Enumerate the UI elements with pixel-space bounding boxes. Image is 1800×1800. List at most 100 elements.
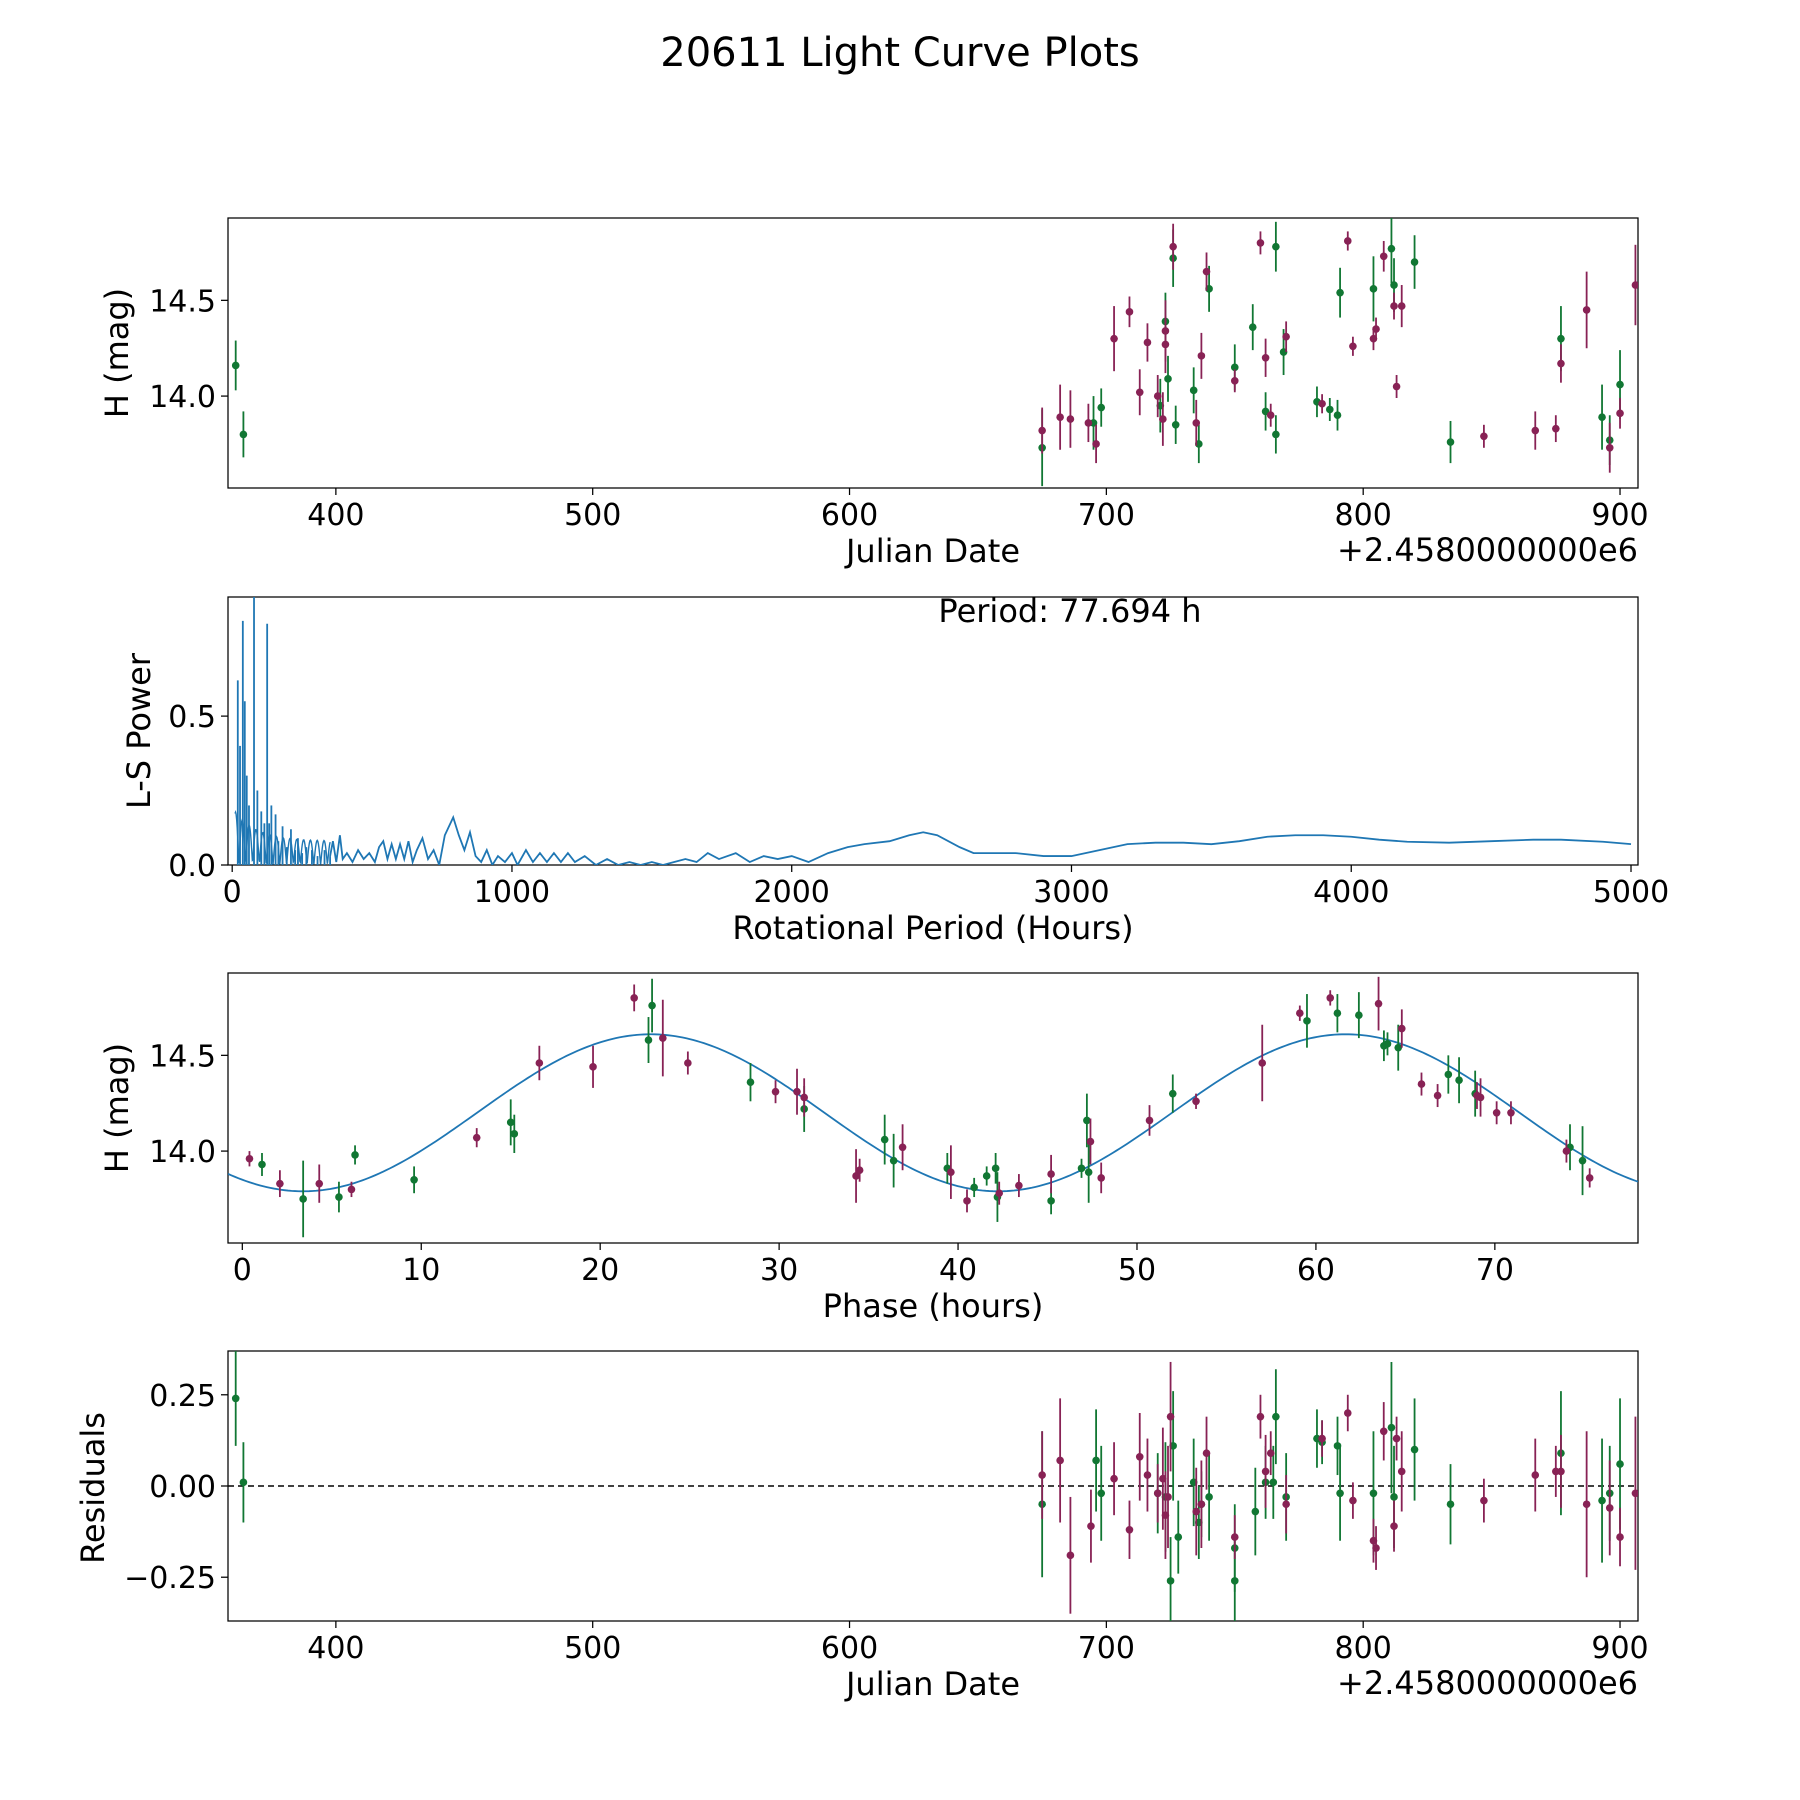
light-curve-axes-frame [227, 217, 1639, 489]
data-marker [1077, 1164, 1086, 1173]
data-marker [1476, 1093, 1485, 1102]
green-data-point [1189, 367, 1198, 414]
green-data-point [1394, 1024, 1403, 1071]
data-marker [1066, 1551, 1075, 1560]
data-marker [644, 1036, 653, 1044]
green-data-point [1272, 221, 1280, 272]
data-marker [1557, 334, 1565, 343]
data-marker [1192, 1507, 1201, 1516]
data-marker [1192, 1097, 1200, 1106]
purple-data-point [1397, 1431, 1406, 1512]
y-tick-label: 0.5 [168, 700, 216, 735]
purple-data-point [800, 1078, 808, 1117]
purple-data-point [1056, 1398, 1064, 1523]
green-data-point [1168, 1074, 1177, 1113]
x-tick-label: 30 [760, 1253, 798, 1288]
data-marker [1349, 1496, 1357, 1505]
purple-data-point [1266, 1431, 1275, 1476]
green-data-point [1084, 1141, 1093, 1203]
data-marker [299, 1195, 307, 1203]
green-data-point [1333, 399, 1342, 431]
data-marker [1166, 1577, 1175, 1585]
phase-axes-frame [227, 972, 1639, 1244]
data-marker [1269, 1478, 1278, 1487]
data-marker [1097, 1489, 1106, 1498]
x-tick-label: 900 [1591, 1631, 1648, 1666]
data-marker [1387, 244, 1396, 253]
y-tick-label: 14.0 [149, 1135, 216, 1170]
data-marker [1143, 338, 1152, 347]
data-marker [1143, 1471, 1152, 1479]
purple-data-point [315, 1164, 324, 1203]
data-marker [746, 1078, 755, 1086]
green-data-point [1083, 1093, 1091, 1148]
data-marker [1189, 386, 1198, 395]
purple-data-point [1197, 332, 1206, 379]
purple-data-point [1086, 1118, 1095, 1165]
data-marker [1343, 1409, 1352, 1417]
green-data-point [1097, 1445, 1106, 1541]
purple-data-point [1343, 1394, 1352, 1432]
data-marker [771, 1087, 780, 1096]
data-marker [1387, 1423, 1396, 1432]
data-marker [1492, 1108, 1501, 1117]
purple-data-point [855, 1158, 864, 1182]
data-marker [1202, 267, 1211, 276]
periodogram-panel: 0 1000 2000 3000 4000 5000 0.0 0.5 Period: 77.… [120, 592, 1669, 947]
green-data-point [1326, 398, 1334, 421]
green-data-point [1251, 1467, 1260, 1556]
data-marker [1578, 1156, 1587, 1165]
purple-data-point [684, 1051, 692, 1075]
data-marker [963, 1197, 971, 1205]
green-data-point [1092, 1409, 1100, 1512]
purple-data-point [659, 999, 667, 1077]
green-data-point [982, 1166, 991, 1186]
data-marker [1372, 325, 1380, 333]
data-marker [1097, 403, 1106, 412]
purple-data-point [630, 984, 638, 1012]
data-marker [1343, 237, 1352, 245]
purple-data-point [1605, 1460, 1614, 1556]
purple-data-point [1202, 1416, 1211, 1490]
green-data-point [1171, 405, 1180, 444]
data-marker [1047, 1197, 1055, 1205]
green-data-point [1383, 1032, 1392, 1056]
data-marker [1230, 1533, 1239, 1541]
green-data-point [1248, 304, 1257, 351]
data-marker [1125, 1525, 1134, 1534]
x-tick-label: 500 [564, 498, 621, 533]
x-tick-label: 600 [821, 498, 878, 533]
light-curve-x-ticks: 400 500 600 700 800 900 [307, 488, 1649, 533]
purple-data-point [1135, 1413, 1144, 1501]
purple-data-point [1256, 231, 1265, 255]
purple-data-point [1143, 1438, 1152, 1512]
x-tick-label: 50 [1118, 1253, 1156, 1288]
data-marker [1598, 413, 1606, 421]
purple-data-point [347, 1181, 356, 1198]
data-marker [1015, 1181, 1023, 1190]
x-tick-label: 400 [307, 498, 364, 533]
x-tick-label: 800 [1335, 1631, 1392, 1666]
data-marker [970, 1183, 978, 1192]
data-marker [1582, 306, 1591, 314]
periodogram-power-line [329, 814, 1632, 865]
purple-data-point [947, 1145, 955, 1199]
data-marker [1355, 1011, 1363, 1019]
purple-data-point [1631, 244, 1638, 326]
purple-data-point [1349, 1482, 1357, 1519]
purple-data-point [1318, 394, 1326, 414]
residuals-y-label: Residuals [74, 1412, 112, 1564]
data-marker [1086, 1137, 1095, 1146]
data-marker [1256, 239, 1265, 247]
purple-data-point [1531, 1438, 1540, 1512]
green-data-point [239, 411, 248, 458]
data-marker [1398, 1024, 1406, 1033]
purple-data-point [1125, 1500, 1134, 1559]
purple-data-point [1616, 1507, 1624, 1567]
data-marker [1056, 1456, 1064, 1465]
data-marker [1038, 1471, 1046, 1479]
data-marker [684, 1059, 692, 1067]
data-marker [335, 1193, 343, 1201]
green-data-point [943, 1153, 952, 1184]
data-marker [1272, 430, 1280, 439]
